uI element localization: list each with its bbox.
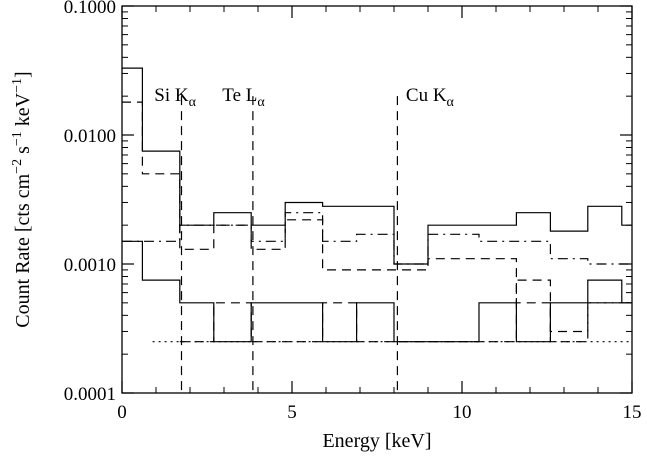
- series-2-dashed: [122, 101, 632, 333]
- y-tick-label: 0.0100: [64, 126, 116, 147]
- y-tick-label: 0.0001: [64, 384, 116, 405]
- x-axis-title: Energy [keV]: [322, 430, 431, 452]
- x-tick-label: 5: [287, 402, 297, 423]
- x-tick-label: 0: [117, 402, 127, 423]
- annotation-label-te-l: Te Lα: [222, 85, 265, 110]
- annotation-label-cu-k: Cu Kα: [406, 85, 455, 110]
- y-axis-title: Count Rate [cts cm−2 s−1 keV−1]: [10, 71, 34, 327]
- series-6-dashed: [179, 279, 632, 343]
- x-tick-label: 15: [623, 402, 642, 423]
- series-3-dashdot: [122, 212, 632, 265]
- y-tick-label: 0.0010: [64, 255, 116, 276]
- plot-frame: [121, 5, 633, 394]
- y-tick-label: 0.1000: [64, 0, 116, 18]
- annotation-layer: Si Kα Te Lα Cu Kα: [154, 85, 455, 393]
- annotation-label-si-k: Si Kα: [154, 85, 196, 110]
- x-tick-label: 10: [453, 402, 472, 423]
- series-5-solid: [122, 240, 632, 343]
- series-1-solid: [122, 67, 632, 265]
- tick-layer: 0 5 10 15 0.0001 0.0010 0.0100 0.1000: [64, 0, 642, 423]
- series-layer: [122, 67, 632, 343]
